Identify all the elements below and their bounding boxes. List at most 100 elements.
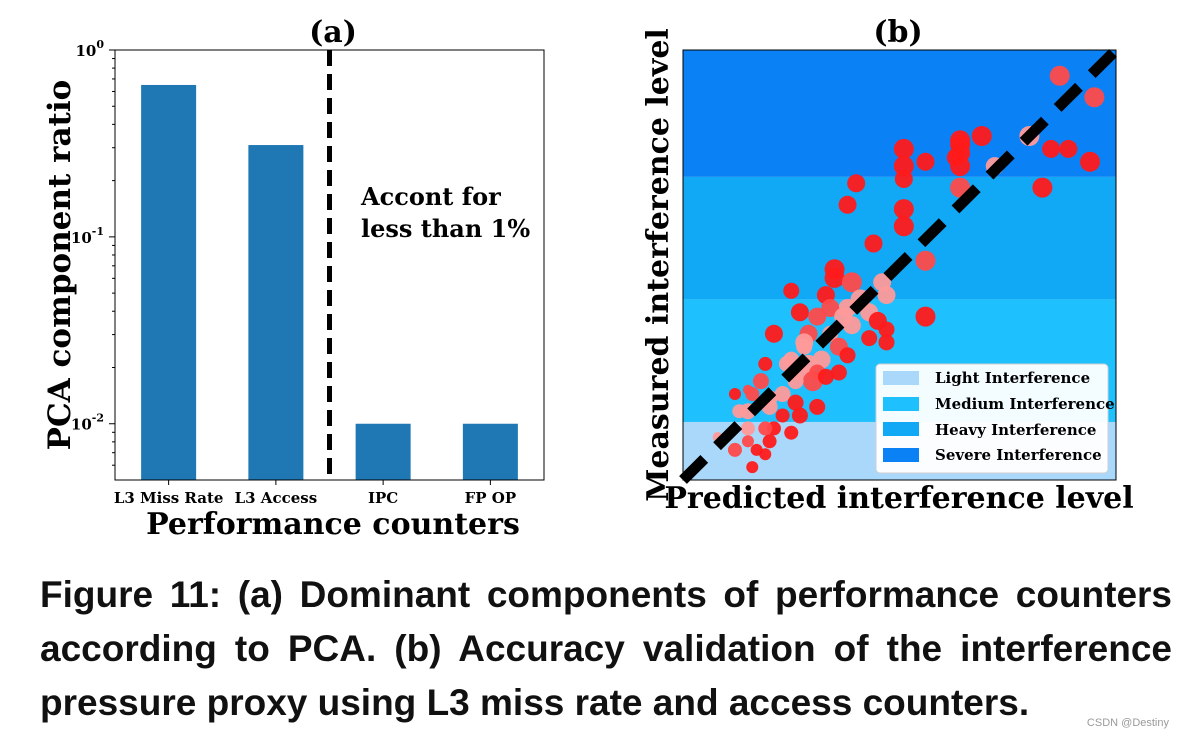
scatter-point bbox=[783, 282, 800, 299]
figure-charts: (a) 100 10-1 10-2 L3 Miss Rate L3 Access IPC… bbox=[42, 15, 1134, 542]
scatter-point bbox=[1049, 65, 1070, 86]
legend-label-severe: Severe Interference bbox=[935, 446, 1102, 464]
figure-caption: Figure 11: (a) Dominant components of pe… bbox=[40, 568, 1180, 730]
bar-l3-miss-rate bbox=[141, 84, 197, 480]
panel-a-y-ticks: 100 10-1 10-2 bbox=[71, 38, 115, 466]
scatter-point bbox=[915, 306, 936, 327]
panel-a-axes-frame bbox=[114, 49, 545, 481]
legend-swatch-heavy bbox=[883, 422, 919, 436]
scatter-point bbox=[1080, 151, 1101, 172]
scatter-point bbox=[817, 368, 834, 385]
scatter-point bbox=[809, 398, 826, 415]
x-tick-label: IPC bbox=[368, 489, 398, 507]
scatter-point bbox=[878, 321, 895, 338]
panel-b-title: (b) bbox=[873, 15, 922, 50]
scatter-point bbox=[841, 272, 862, 293]
scatter-point bbox=[915, 250, 936, 271]
legend-label-light: Light Interference bbox=[935, 369, 1090, 387]
scatter-point bbox=[893, 156, 914, 177]
bar-ipc bbox=[355, 423, 411, 480]
legend-swatch-light bbox=[883, 371, 919, 385]
scatter-point bbox=[821, 299, 840, 317]
scatter-point bbox=[728, 388, 741, 400]
scatter-point bbox=[877, 286, 896, 305]
legend-box bbox=[875, 363, 1109, 474]
scatter-point bbox=[842, 316, 861, 335]
band-heavy-interference bbox=[683, 176, 1116, 300]
panel-b-reference-line bbox=[679, 46, 1120, 484]
caption-line: Figure 11: (a) Dominant components of pe… bbox=[40, 574, 1172, 615]
y-tick-label: 100 bbox=[75, 38, 104, 60]
x-tick-label: L3 Access bbox=[235, 489, 318, 507]
scatter-point bbox=[916, 152, 935, 171]
scatter-point bbox=[950, 156, 971, 177]
scatter-point bbox=[774, 386, 791, 402]
panel-a-bars bbox=[141, 84, 518, 480]
scatter-point bbox=[1042, 139, 1061, 158]
scatter-point bbox=[839, 347, 856, 364]
bar-fp-op bbox=[462, 423, 518, 480]
panel-b-axes-frame bbox=[682, 49, 1117, 481]
legend-swatch-severe bbox=[883, 448, 919, 462]
legend-label-medium: Medium Interference bbox=[935, 395, 1115, 413]
scatter-point bbox=[745, 387, 760, 401]
scatter-point bbox=[764, 324, 783, 343]
scatter-point bbox=[758, 356, 773, 371]
panel-b-points bbox=[712, 65, 1105, 474]
panel-b-y-axis-label: Measured interference level bbox=[641, 28, 676, 502]
scatter-point bbox=[878, 334, 895, 351]
scatter-point bbox=[1084, 87, 1105, 108]
bar-l3-access bbox=[248, 145, 304, 480]
scatter-point bbox=[791, 407, 808, 424]
scatter-point bbox=[808, 307, 827, 326]
caption-line: according to PCA. (b) Accuracy validatio… bbox=[40, 628, 1172, 669]
panel-a-annotation-line-1: Accont for bbox=[360, 182, 501, 211]
scatter-point bbox=[864, 234, 883, 253]
scatter-point bbox=[893, 199, 914, 220]
scatter-point bbox=[790, 303, 809, 322]
y-tick-label: 10-1 bbox=[71, 225, 104, 247]
panel-a-bar-chart: (a) 100 10-1 10-2 L3 Miss Rate L3 Access IPC… bbox=[42, 15, 545, 542]
scatter-point bbox=[861, 330, 878, 347]
panel-b-x-axis-label: Predicted interference level bbox=[664, 481, 1133, 516]
scatter-point bbox=[802, 371, 823, 392]
panel-b-scatter-chart: (b) Light Interference Medium Interferen… bbox=[641, 15, 1134, 516]
legend-swatch-medium bbox=[883, 397, 919, 411]
scatter-point bbox=[971, 126, 992, 146]
scatter-point bbox=[758, 421, 773, 436]
scatter-point bbox=[796, 338, 813, 355]
y-tick-label: 10-2 bbox=[71, 412, 104, 434]
scatter-point bbox=[784, 425, 799, 440]
x-tick-label: FP OP bbox=[465, 489, 517, 507]
caption-line: pressure proxy using L3 miss rate and ac… bbox=[40, 682, 1030, 723]
scatter-point bbox=[894, 170, 913, 188]
panel-b-legend: Light Interference Medium Interference H… bbox=[875, 363, 1115, 474]
panel-a-x-ticks: L3 Miss Rate L3 Access IPC FP OP bbox=[114, 480, 516, 507]
scatter-point bbox=[741, 435, 754, 448]
panel-a-y-axis-label: PCA component ratio bbox=[42, 80, 78, 451]
scatter-point bbox=[750, 443, 763, 456]
scatter-point bbox=[847, 174, 866, 193]
panel-a-x-axis-label: Performance counters bbox=[146, 507, 520, 542]
scatter-point bbox=[727, 442, 742, 457]
panel-a-title: (a) bbox=[309, 15, 357, 50]
x-tick-label: L3 Miss Rate bbox=[114, 489, 224, 507]
scatter-point bbox=[824, 267, 845, 288]
watermark: CSDN @Destiny bbox=[1086, 717, 1169, 729]
scatter-point bbox=[752, 373, 769, 390]
scatter-point bbox=[762, 434, 777, 449]
scatter-point bbox=[893, 138, 914, 159]
legend-label-heavy: Heavy Interference bbox=[935, 421, 1096, 439]
scatter-point bbox=[893, 216, 914, 237]
scatter-point bbox=[1032, 177, 1053, 198]
scatter-point bbox=[830, 364, 847, 381]
scatter-point bbox=[1059, 139, 1078, 158]
scatter-point bbox=[746, 461, 759, 474]
panel-a-annotation-line-2: less than 1% bbox=[361, 214, 530, 243]
scatter-point bbox=[740, 421, 755, 436]
scatter-point bbox=[787, 394, 804, 411]
scatter-point bbox=[775, 408, 790, 423]
scatter-point bbox=[732, 404, 747, 419]
scatter-point bbox=[838, 195, 857, 214]
